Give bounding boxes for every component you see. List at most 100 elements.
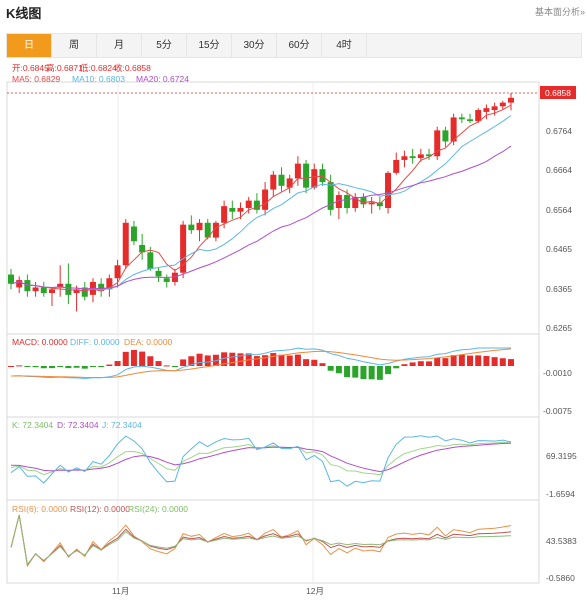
macd-histogram-bar: [344, 366, 351, 378]
macd-histogram-bar: [401, 364, 408, 366]
candle-body: [426, 154, 433, 157]
analysis-link[interactable]: 基本面分析»: [534, 7, 585, 17]
rsi6-line: [10, 514, 512, 568]
ma20-line: [10, 145, 512, 290]
macd-histogram-bar: [278, 354, 285, 366]
rsi-tick: 43.5383: [546, 536, 577, 546]
tab-30min[interactable]: 30分: [232, 34, 277, 57]
candle-body: [139, 244, 146, 253]
header: K线图 基本面分析»: [0, 0, 587, 22]
macd-histogram-bar: [155, 361, 162, 366]
tab-4h[interactable]: 4时: [322, 34, 367, 57]
current-price-badge: [540, 86, 576, 99]
tab-15min[interactable]: 15分: [187, 34, 232, 57]
macd-plot: [8, 347, 514, 380]
ma5-value: MA5: 0.6829: [12, 74, 60, 84]
candle-body: [188, 224, 195, 231]
macd-histogram-bar: [376, 366, 383, 380]
candle-body: [417, 154, 424, 159]
macd-histogram-bar: [130, 350, 137, 366]
period-tabs: 日 周 月 5分 15分 30分 60分 4时: [6, 33, 582, 58]
kdj-legend: K: 72.3404 D: 72.3404 J: 72.3404: [12, 420, 142, 430]
ma5-line: [10, 104, 512, 292]
macd-histogram-bar: [114, 361, 121, 366]
candle-body: [278, 174, 285, 186]
candle-body: [253, 200, 260, 210]
macd-histogram-bar: [24, 366, 31, 367]
d-value: D: 72.3404: [57, 420, 99, 430]
candle-body: [327, 182, 334, 210]
macd-histogram-bar: [385, 366, 392, 375]
price-axis: 0.6764 0.6664 0.6564 0.6465 0.6365 0.626…: [546, 126, 572, 333]
candle-body: [303, 163, 310, 188]
candle-body: [475, 110, 482, 122]
tab-60min[interactable]: 60分: [277, 34, 322, 57]
candle-body: [491, 106, 498, 111]
moving-average-lines: [10, 104, 512, 292]
price-tick: 0.6664: [546, 165, 572, 175]
rsi24-line: [10, 514, 512, 566]
price-tick: 0.6764: [546, 126, 572, 136]
macd-histogram-bar: [106, 364, 113, 366]
macd-histogram-bar: [393, 366, 400, 369]
candle-body: [458, 117, 465, 120]
candle-body: [442, 130, 449, 142]
rsi6-value: RSI(6): 0.0000: [12, 504, 68, 514]
macd-tick: -0.0010: [543, 368, 572, 378]
candle-body: [130, 226, 137, 242]
tab-5min[interactable]: 5分: [142, 34, 187, 57]
macd-histogram-bar: [89, 366, 96, 367]
candle-body: [294, 163, 301, 179]
macd-histogram-bar: [475, 355, 482, 366]
macd-histogram-bar: [450, 355, 457, 366]
macd-histogram-bar: [458, 354, 465, 366]
candle-body: [360, 196, 367, 205]
macd-histogram-bar: [180, 359, 187, 366]
macd-histogram-bar: [335, 366, 342, 374]
candle-body: [163, 278, 170, 282]
diff-value: DIFF: 0.0000: [70, 337, 120, 347]
candle-body: [311, 169, 318, 188]
macd-histogram-bar: [467, 355, 474, 366]
macd-histogram-bar: [98, 366, 105, 367]
macd-histogram-bar: [171, 366, 178, 367]
candle-body: [32, 287, 39, 292]
candle-body: [212, 222, 219, 238]
macd-histogram-bar: [65, 366, 72, 369]
candle-body: [155, 270, 162, 277]
rsi12-value: RSI(12): 0.0000: [70, 504, 130, 514]
macd-histogram-bar: [253, 356, 260, 366]
tab-day[interactable]: 日: [7, 34, 52, 57]
macd-histogram-bar: [434, 357, 441, 366]
dea-line: [10, 348, 512, 378]
candle-body: [376, 202, 383, 207]
price-tick: 0.6564: [546, 205, 572, 215]
candle-body: [180, 224, 187, 273]
candle-body: [48, 289, 55, 294]
macd-histogram-bar: [442, 358, 449, 366]
tab-month[interactable]: 月: [97, 34, 142, 57]
macd-histogram-bar: [319, 363, 326, 366]
ma10-value: MA10: 0.6803: [72, 74, 125, 84]
candlestick-series: [8, 93, 514, 312]
candle-body: [229, 208, 236, 212]
macd-histogram-bar: [57, 366, 64, 368]
low-value: 低:0.6824: [80, 63, 117, 73]
ma-legend: MA5: 0.6829 MA10: 0.6803 MA20: 0.6724: [12, 74, 189, 84]
tab-week[interactable]: 周: [52, 34, 97, 57]
macd-histogram-bar: [311, 359, 318, 366]
candle-body: [434, 130, 441, 157]
page-title: K线图: [6, 6, 42, 21]
ma20-value: MA20: 0.6724: [136, 74, 189, 84]
macd-histogram-bar: [188, 356, 195, 366]
current-price-marker: 0.6858: [7, 86, 576, 99]
macd-histogram-bar: [360, 366, 367, 380]
candle-body: [24, 280, 31, 292]
macd-histogram-bar: [508, 359, 514, 366]
ma10-line: [10, 115, 512, 291]
macd-histogram-bar: [262, 355, 269, 366]
rsi-plot: [10, 514, 512, 568]
macd-histogram-bar: [122, 351, 129, 366]
macd-legend: MACD: 0.0000 DIFF: 0.0000 DEA: 0.0000: [12, 337, 172, 347]
